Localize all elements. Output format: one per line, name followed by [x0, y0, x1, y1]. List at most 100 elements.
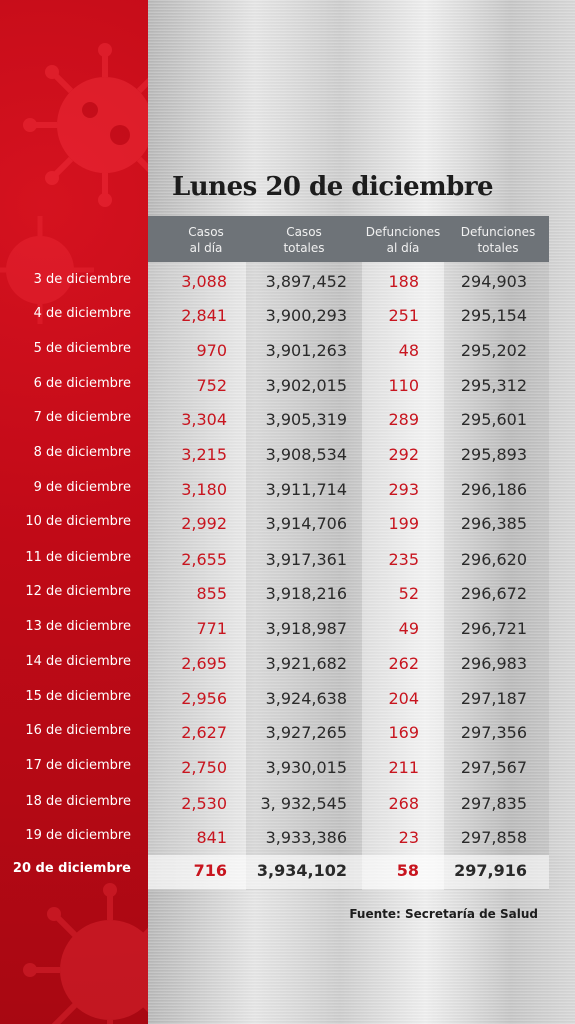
header-casos-totales: Casos totales — [283, 225, 325, 255]
cell-defunciones-dia: 188 — [388, 272, 419, 291]
cell-casos-dia: 970 — [196, 341, 227, 360]
cell-casos-totales: 3,921,682 — [265, 654, 347, 673]
brushed-metal-background — [148, 0, 575, 1024]
cell-defunciones-dia: 52 — [398, 584, 419, 603]
cell-defunciones-totales: 297,356 — [460, 723, 527, 742]
cell-defunciones-totales: 296,721 — [460, 619, 527, 638]
cell-defunciones-totales: 296,983 — [460, 654, 527, 673]
cell-casos-dia: 2,530 — [181, 794, 227, 813]
source-note: Fuente: Secretaría de Salud — [349, 907, 538, 921]
virus-icon-bottom — [23, 883, 148, 1024]
cell-defunciones-dia: 289 — [388, 410, 419, 429]
row-date-label: 15 de diciembre — [25, 689, 131, 704]
cell-casos-totales: 3,897,452 — [265, 272, 347, 291]
row-date-label: 5 de diciembre — [33, 341, 131, 356]
row-date-label: 13 de diciembre — [25, 619, 131, 634]
cell-casos-dia: 3,180 — [181, 480, 227, 499]
cell-casos-totales: 3,901,263 — [265, 341, 347, 360]
virus-icon-top — [23, 43, 148, 207]
cell-casos-dia: 771 — [196, 619, 227, 638]
cell-defunciones-totales: 296,385 — [460, 514, 527, 533]
cell-defunciones-totales: 297,916 — [454, 861, 527, 880]
cell-defunciones-totales: 295,893 — [460, 445, 527, 464]
row-date-label: 10 de diciembre — [25, 514, 131, 529]
column-band-defunciones-totales — [444, 262, 549, 890]
cell-defunciones-totales: 295,312 — [460, 376, 527, 395]
cell-defunciones-totales: 297,187 — [460, 689, 527, 708]
cell-casos-totales: 3,914,706 — [265, 514, 347, 533]
cell-defunciones-totales: 295,202 — [460, 341, 527, 360]
row-date-label: 9 de diciembre — [33, 480, 131, 495]
cell-defunciones-dia: 58 — [396, 861, 419, 880]
row-date-label: 3 de diciembre — [33, 272, 131, 287]
cell-defunciones-dia: 48 — [398, 341, 419, 360]
cell-defunciones-dia: 110 — [388, 376, 419, 395]
cell-defunciones-totales: 297,858 — [460, 828, 527, 847]
cell-casos-dia: 841 — [196, 828, 227, 847]
column-band-defunciones-dia — [362, 262, 444, 890]
cell-defunciones-dia: 251 — [388, 306, 419, 325]
header-defunciones-totales: Defunciones totales — [460, 225, 536, 255]
cell-defunciones-totales: 295,601 — [460, 410, 527, 429]
cell-defunciones-dia: 211 — [388, 758, 419, 777]
cell-casos-totales: 3,911,714 — [265, 480, 347, 499]
header-casos-dia: Casos al día — [188, 225, 224, 255]
cell-casos-totales: 3,905,319 — [265, 410, 347, 429]
cell-casos-dia: 3,304 — [181, 410, 227, 429]
row-date-label: 6 de diciembre — [33, 376, 131, 391]
cell-casos-dia: 2,992 — [181, 514, 227, 533]
cell-casos-totales: 3,924,638 — [265, 689, 347, 708]
cell-defunciones-dia: 204 — [388, 689, 419, 708]
row-date-label: 14 de diciembre — [25, 654, 131, 669]
cell-casos-totales: 3,933,386 — [265, 828, 347, 847]
row-date-label: 11 de diciembre — [25, 550, 131, 565]
row-date-label: 17 de diciembre — [25, 758, 131, 773]
cell-casos-dia: 2,655 — [181, 550, 227, 569]
row-date-label: 8 de diciembre — [33, 445, 131, 460]
row-date-label: 4 de diciembre — [33, 306, 131, 321]
cell-defunciones-dia: 169 — [388, 723, 419, 742]
row-date-label: 12 de diciembre — [25, 584, 131, 599]
cell-casos-dia: 3,088 — [181, 272, 227, 291]
cell-defunciones-totales: 294,903 — [460, 272, 527, 291]
cell-casos-dia: 2,750 — [181, 758, 227, 777]
cell-casos-dia: 2,956 — [181, 689, 227, 708]
cell-casos-totales: 3,930,015 — [265, 758, 347, 777]
cell-casos-totales: 3, 932,545 — [260, 794, 347, 813]
cell-defunciones-dia: 262 — [388, 654, 419, 673]
row-date-label: 16 de diciembre — [25, 723, 131, 738]
row-date-label: 19 de diciembre — [25, 828, 131, 843]
cell-casos-totales: 3,918,216 — [265, 584, 347, 603]
cell-casos-dia: 3,215 — [181, 445, 227, 464]
header-defunciones-dia: Defunciones al día — [365, 225, 441, 255]
cell-defunciones-dia: 235 — [388, 550, 419, 569]
red-side-panel — [0, 0, 148, 1024]
row-date-label: 7 de diciembre — [33, 410, 131, 425]
cell-casos-totales: 3,927,265 — [265, 723, 347, 742]
cell-defunciones-totales: 296,186 — [460, 480, 527, 499]
cell-casos-totales: 3,902,015 — [265, 376, 347, 395]
cell-casos-totales: 3,900,293 — [265, 306, 347, 325]
cell-defunciones-totales: 296,620 — [460, 550, 527, 569]
page-title: Lunes 20 de diciembre — [172, 172, 494, 202]
cell-defunciones-totales: 295,154 — [460, 306, 527, 325]
cell-defunciones-totales: 296,672 — [460, 584, 527, 603]
virus-icon-mid — [0, 216, 94, 324]
cell-defunciones-dia: 268 — [388, 794, 419, 813]
column-band-casos-totales — [246, 262, 362, 890]
cell-casos-dia: 2,841 — [181, 306, 227, 325]
cell-casos-dia: 855 — [196, 584, 227, 603]
highlight-row-band — [148, 855, 549, 889]
column-band-casos-dia — [148, 262, 246, 890]
cell-defunciones-dia: 49 — [398, 619, 419, 638]
cell-defunciones-totales: 297,567 — [460, 758, 527, 777]
cell-defunciones-dia: 199 — [388, 514, 419, 533]
cell-casos-dia: 2,627 — [181, 723, 227, 742]
row-date-label: 18 de diciembre — [25, 794, 131, 809]
cell-casos-totales: 3,918,987 — [265, 619, 347, 638]
row-date-label: 20 de diciembre — [12, 861, 131, 876]
cell-casos-dia: 716 — [193, 861, 227, 880]
table-header-bar — [148, 216, 549, 262]
cell-casos-dia: 2,695 — [181, 654, 227, 673]
cell-defunciones-dia: 23 — [398, 828, 419, 847]
